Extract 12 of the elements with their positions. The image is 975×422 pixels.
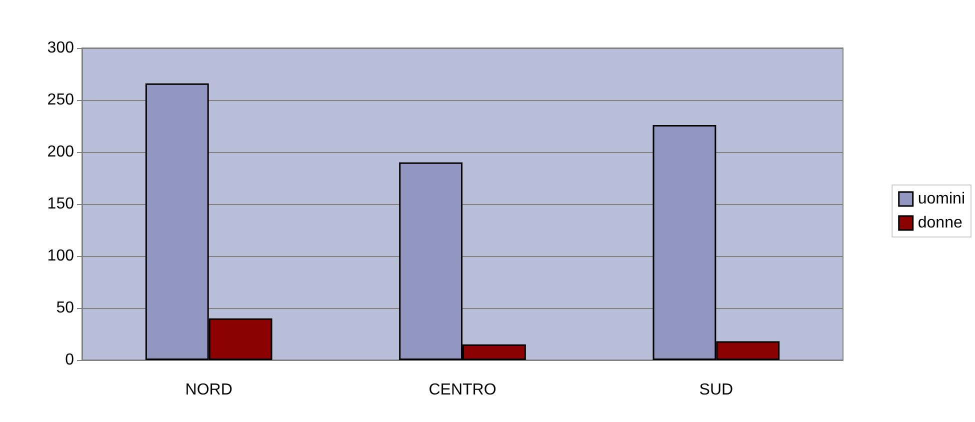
x-tick-label: CENTRO (428, 382, 496, 398)
y-tick-label: 200 (47, 144, 74, 160)
y-tick-label: 150 (47, 196, 74, 212)
y-tick-label: 100 (47, 248, 74, 264)
x-tick-label: SUD (699, 382, 734, 398)
y-tick-label: 50 (56, 300, 74, 316)
x-tick-label: NORD (185, 382, 232, 398)
y-tick-label: 250 (47, 92, 74, 108)
legend-label: uomini (918, 190, 966, 208)
y-tick-label: 300 (47, 40, 74, 56)
legend-label: donne (918, 214, 962, 232)
y-tick-label: 0 (65, 352, 74, 368)
